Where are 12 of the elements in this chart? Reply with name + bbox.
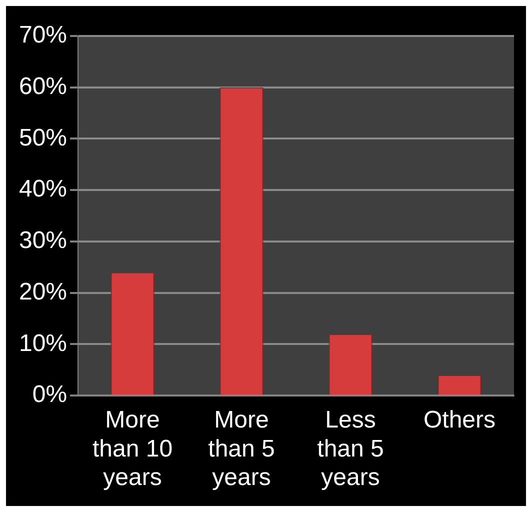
- y-tick-label: 40%: [18, 176, 68, 203]
- x-tick-label: Less than 5 years: [317, 406, 384, 492]
- y-tick-label: 0%: [32, 381, 68, 408]
- x-tick-label: Others: [423, 406, 496, 434]
- y-tick-label: 30%: [18, 227, 68, 254]
- y-tick-label: 70%: [18, 22, 68, 49]
- x-tick-label: More than 5 years: [208, 406, 275, 492]
- x-tick-label: More than 10 years: [92, 406, 173, 492]
- y-tick-label: 60%: [18, 72, 68, 100]
- y-tick-label: 50%: [18, 124, 68, 152]
- y-tick-label: 10%: [18, 330, 68, 357]
- y-tick-label: 20%: [18, 278, 68, 306]
